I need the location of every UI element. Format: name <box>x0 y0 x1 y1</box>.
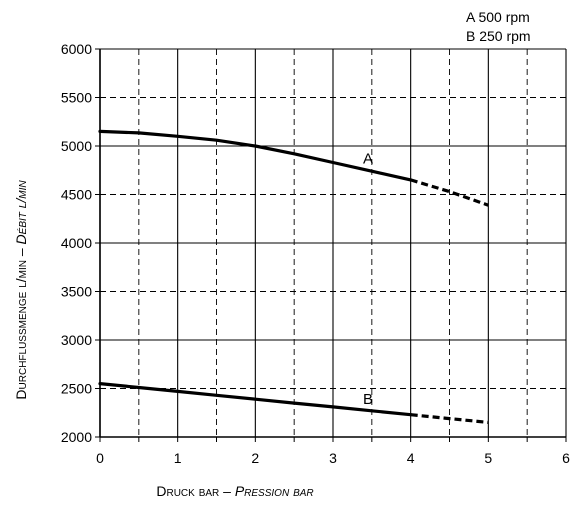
y-tick-label: 6000 <box>61 41 92 57</box>
y-tick-label: 2500 <box>61 381 92 397</box>
x-tick-labels: 0 1 2 3 4 5 6 <box>96 450 570 466</box>
plot-frame <box>95 48 567 442</box>
curve-labels: AB <box>363 150 373 408</box>
y-tick-label: 2000 <box>61 429 92 445</box>
curve-label-a: A <box>363 150 373 167</box>
y-tick-label: 4000 <box>61 235 92 251</box>
x-tick-label: 1 <box>174 450 182 466</box>
x-tick-label: 2 <box>251 450 259 466</box>
legend-entry: B 250 rpm <box>466 28 531 44</box>
grid <box>99 48 567 438</box>
legend-entry: A 500 rpm <box>466 9 530 25</box>
x-tick-label: 6 <box>562 450 570 466</box>
curve-label-b: B <box>363 391 373 408</box>
x-tick-label: 5 <box>484 450 492 466</box>
legend: A 500 rpm B 250 rpm <box>466 9 531 44</box>
x-tick-label: 4 <box>407 450 415 466</box>
y-tick-label: 5000 <box>61 138 92 154</box>
y-tick-labels: 2000 2500 3000 3500 4000 4500 5000 5500 6000 <box>61 41 92 445</box>
x-axis-title: Druck bar – Pression bar <box>156 483 313 499</box>
series-b-line <box>98 382 413 417</box>
x-tick-label: 0 <box>96 450 104 466</box>
y-tick-label: 5500 <box>61 90 92 106</box>
series-a-extrapolated-line <box>410 178 489 207</box>
curves <box>98 129 489 424</box>
x-tick-label: 3 <box>329 450 337 466</box>
series-a-line <box>98 129 413 182</box>
y-tick-label: 3000 <box>61 332 92 348</box>
y-tick-label: 3500 <box>61 284 92 300</box>
y-axis-title: Durchflußmenge l/min – Débit l/min <box>13 180 29 400</box>
series-b-extrapolated-line <box>410 413 489 424</box>
y-tick-label: 4500 <box>61 187 92 203</box>
